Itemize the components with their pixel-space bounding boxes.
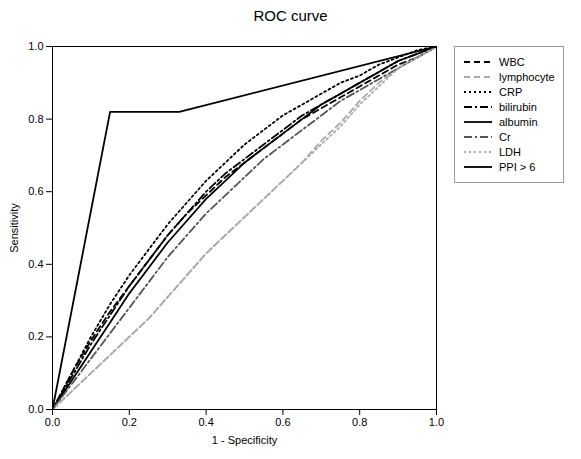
svg-text:0.4: 0.4 [28,258,43,270]
svg-text:0.0: 0.0 [28,403,43,415]
html-text:bilirubin: bilirubin [499,101,537,113]
svg-text:0.4: 0.4 [198,416,213,428]
html-text:WBC: WBC [499,56,525,68]
svg-text:0.2: 0.2 [122,416,137,428]
html-text:LDH: LDH [499,146,521,158]
svg-text:Sensitivity: Sensitivity [8,203,20,253]
svg-text:0.0: 0.0 [45,416,60,428]
svg-text:0.8: 0.8 [28,113,43,125]
html-text:lymphocyte: lymphocyte [499,71,555,83]
html-text:ROC curve: ROC curve [253,7,328,24]
html-text:Cr: Cr [499,131,511,143]
html-text:CRP: CRP [499,86,523,98]
svg-text:0.2: 0.2 [28,330,43,342]
svg-text:0.6: 0.6 [275,416,290,428]
html-text:PPI > 6: PPI > 6 [499,161,536,173]
html-text:albumin: albumin [499,116,538,128]
svg-text:0.8: 0.8 [352,416,367,428]
svg-text:1.0: 1.0 [429,416,444,428]
svg-text:1.0: 1.0 [28,40,43,52]
svg-text:1 - Specificity: 1 - Specificity [212,434,278,446]
svg-text:0.6: 0.6 [28,185,43,197]
